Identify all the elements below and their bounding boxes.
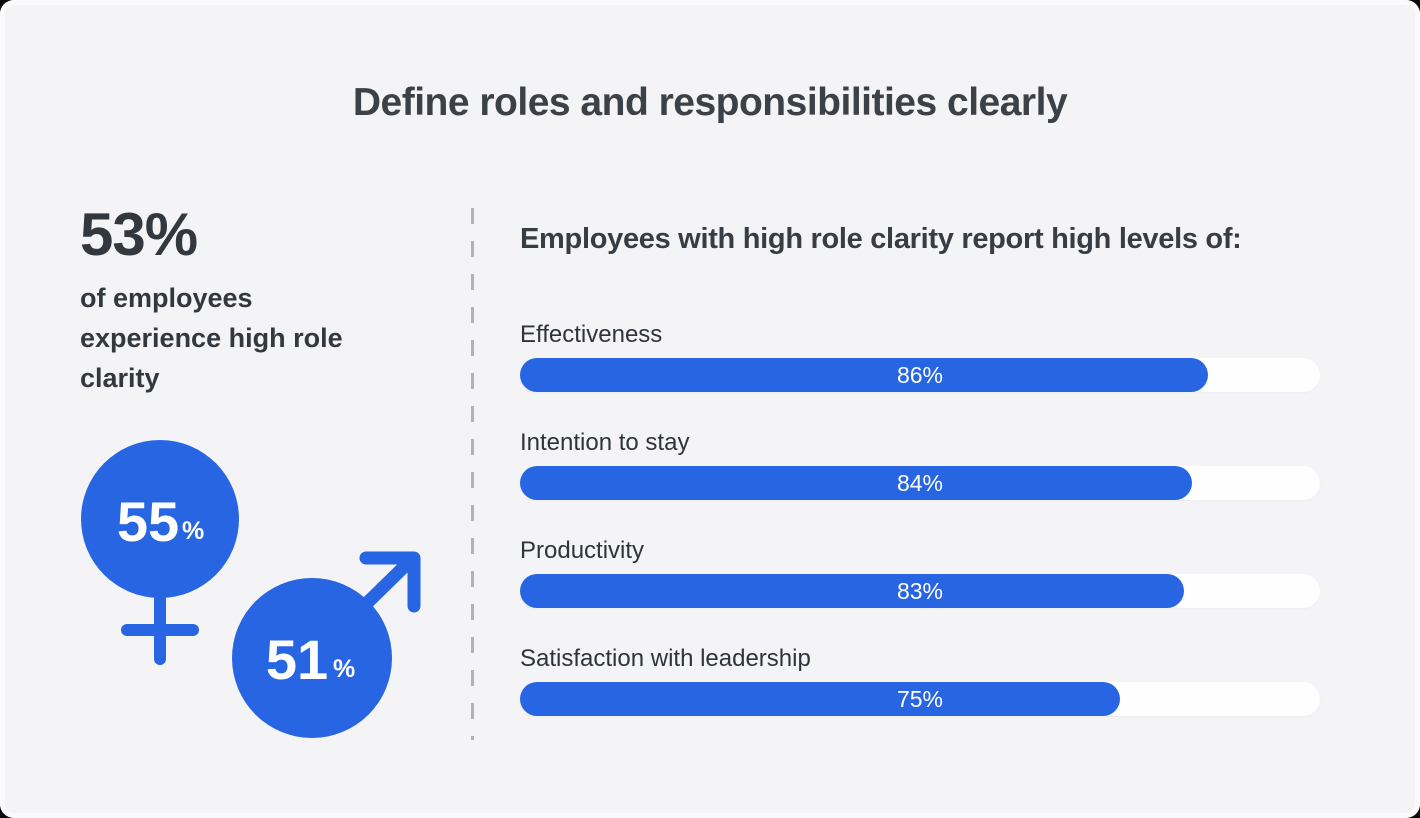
female-stat-value: 55	[117, 490, 179, 553]
bar-track: 86%	[520, 358, 1320, 392]
female-stat-unit: %	[182, 517, 204, 545]
headline-stat-description: of employees experience high role clarit…	[80, 283, 343, 393]
bar-fill	[520, 682, 1120, 716]
female-symbol-icon: 55 %	[81, 440, 239, 665]
bar-value-label: 75%	[896, 686, 944, 712]
male-stat-unit: %	[333, 655, 355, 683]
bar-row-productivity: Productivity 83%	[520, 536, 1320, 610]
bar-label: Effectiveness	[520, 321, 663, 348]
bar-row-satisfaction-with-leadership: Satisfaction with leadership 75%	[520, 644, 1320, 718]
bar-label: Intention to stay	[520, 429, 690, 456]
bar-value-label: 84%	[896, 470, 944, 496]
bar-track: 83%	[520, 574, 1320, 608]
bar-track: 84%	[520, 466, 1320, 500]
bar-fill	[520, 358, 1208, 392]
section-heading: Employees with high role clarity report …	[520, 223, 1242, 255]
bar-row-effectiveness: Effectiveness 86%	[520, 320, 1320, 394]
headline-stat-value: 53%	[80, 201, 198, 268]
page-title: Define roles and responsibilities clearl…	[352, 81, 1068, 124]
male-symbol-icon: 51 %	[232, 551, 421, 738]
bar-value-label: 86%	[896, 362, 944, 388]
bar-track: 75%	[520, 682, 1320, 716]
male-stat-value: 51	[266, 628, 328, 691]
bar-label: Productivity	[520, 537, 645, 564]
dashed-divider	[471, 208, 474, 740]
bar-row-intention-to-stay: Intention to stay 84%	[520, 428, 1320, 502]
bar-fill	[520, 466, 1192, 500]
bar-value-label: 83%	[896, 578, 944, 604]
bar-fill	[520, 574, 1184, 608]
bar-label: Satisfaction with leadership	[520, 645, 811, 672]
